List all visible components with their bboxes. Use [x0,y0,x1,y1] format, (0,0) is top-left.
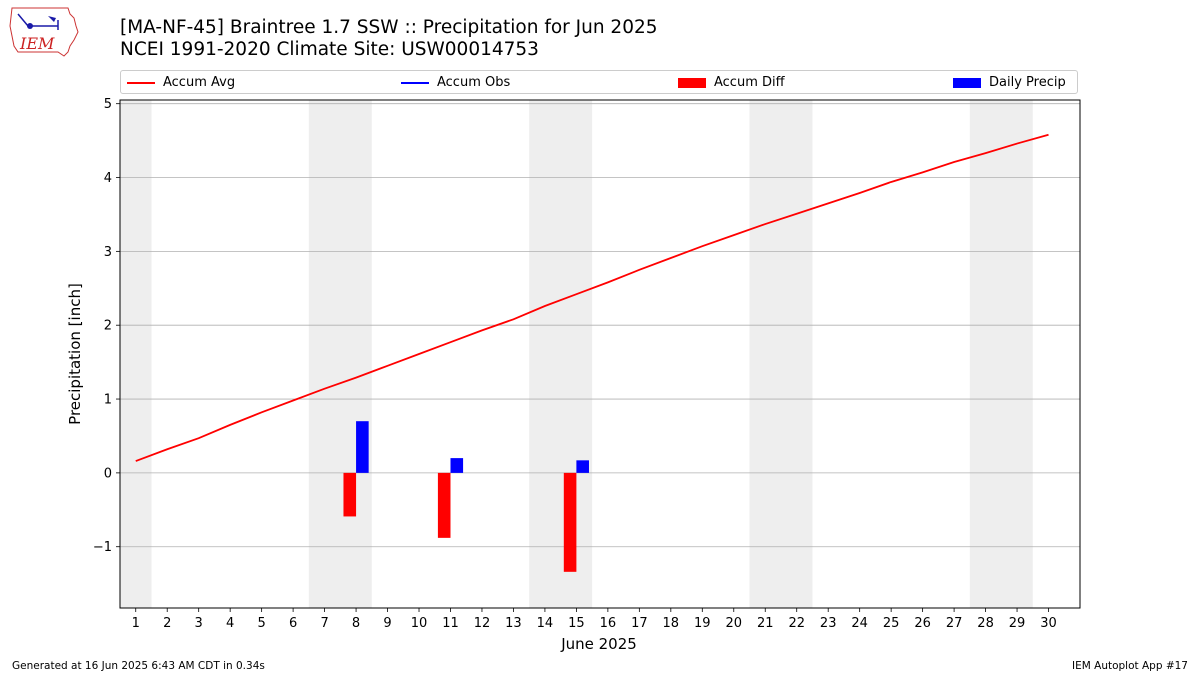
legend-item-daily-precip: Daily Precip [953,75,1066,91]
x-tick-label: 6 [289,616,297,631]
x-tick-label: 12 [474,616,491,631]
accum-avg-line [135,133,1049,462]
x-tick-label: 8 [352,616,360,631]
y-tick-label: 4 [104,171,112,186]
x-tick-label: 4 [226,616,234,631]
x-tick-label: 29 [1009,616,1026,631]
x-tick-label: 10 [411,616,428,631]
weekend-band [120,100,152,608]
legend-label: Accum Obs [437,75,511,90]
iem-logo: IEM [8,6,80,60]
x-tick-label: 13 [505,616,522,631]
x-axis-label: June 2025 [560,635,637,653]
legend-swatch [127,82,155,84]
footer-generated: Generated at 16 Jun 2025 6:43 AM CDT in … [12,660,265,672]
weekend-band [308,100,372,608]
x-tick-label: 14 [537,616,554,631]
x-tick-label: 24 [851,616,868,631]
legend-item-accum-avg: Accum Avg [127,75,235,91]
daily-precip-bar [450,458,464,473]
x-tick-label: 11 [442,616,459,631]
x-tick-label: 9 [383,616,391,631]
legend-swatch [953,78,981,88]
daily-precip-bar [576,460,589,473]
x-tick-label: 20 [725,616,742,631]
legend-item-accum-obs: Accum Obs [401,75,510,91]
daily-precip-bar [356,421,369,473]
chart-subtitle: NCEI 1991-2020 Climate Site: USW00014753 [120,39,539,60]
y-tick-label: 5 [104,97,112,112]
legend-item-accum-diff: Accum Diff [678,75,785,91]
x-tick-label: 16 [600,616,617,631]
legend-label: Accum Diff [714,75,785,90]
x-tick-label: 25 [883,616,900,631]
iem-logo-graphic: IEM [9,7,79,57]
y-axis-label: Precipitation [inch] [66,283,84,425]
legend-label: Accum Avg [163,75,236,90]
x-tick-label: 18 [663,616,680,631]
y-tick-label: 3 [104,245,112,260]
plot-frame [119,99,1081,609]
legend-swatch [401,82,429,84]
x-tick-label: 7 [320,616,328,631]
logo-text: IEM [19,34,55,53]
footer-app: IEM Autoplot App #17 [1072,660,1188,672]
x-tick-label: 21 [757,616,774,631]
x-tick-label: 27 [946,616,963,631]
accum-diff-bar [563,472,577,572]
x-tick-label: 30 [1040,616,1057,631]
x-tick-label: 28 [977,616,994,631]
y-tick-label: 2 [104,319,112,334]
x-tick-label: 23 [820,616,837,631]
x-tick-label: 17 [631,616,648,631]
legend-label: Daily Precip [989,75,1066,90]
legend: Accum Avg Accum Obs Accum Diff Daily Pre… [120,70,1078,94]
y-tick-label: −1 [93,540,112,555]
x-tick-label: 26 [914,616,931,631]
y-tick-label: 0 [104,466,112,481]
x-tick-label: 15 [568,616,585,631]
x-tick-label: 1 [132,616,140,631]
chart-title: [MA-NF-45] Braintree 1.7 SSW :: Precipit… [120,17,658,38]
x-tick-label: 19 [694,616,711,631]
x-tick-label: 5 [257,616,265,631]
accum-diff-bar [343,472,357,517]
weekend-band [529,100,593,608]
x-tick-label: 22 [788,616,805,631]
weekend-band [969,100,1033,608]
x-tick-label: 2 [163,616,171,631]
weekend-band [749,100,813,608]
legend-swatch [678,78,706,88]
y-tick-label: 1 [104,393,112,408]
x-tick-label: 3 [195,616,203,631]
accum-diff-bar [437,472,451,538]
